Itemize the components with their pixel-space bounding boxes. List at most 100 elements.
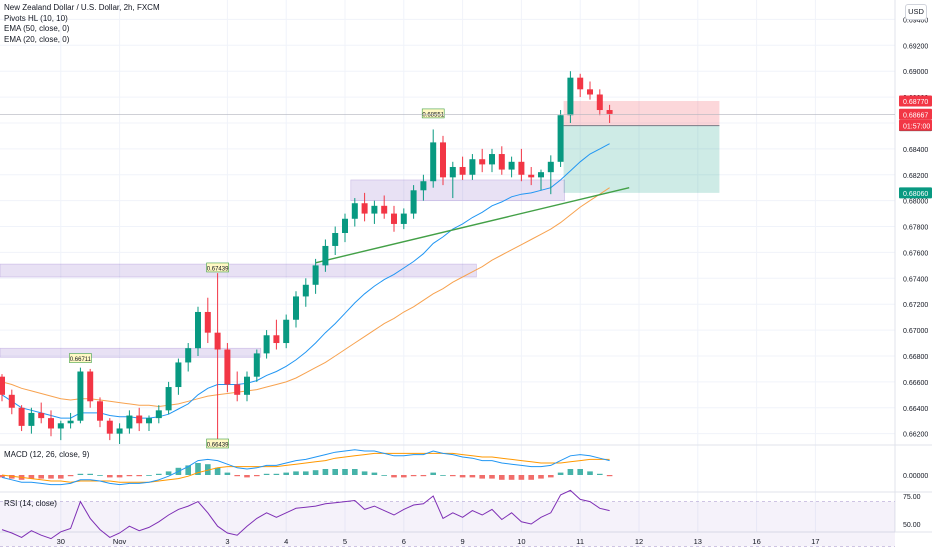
candle-body <box>106 420 113 434</box>
macd-line <box>1 449 610 486</box>
macd-histogram-bar <box>205 464 211 475</box>
candle-body <box>449 166 456 178</box>
pivot-label: 0.66711 <box>70 357 92 363</box>
price-tick-label: 0.67400 <box>903 276 928 283</box>
candle-body <box>214 332 221 350</box>
price-tick-label: 0.68000 <box>903 199 928 206</box>
macd-histogram-bar <box>450 475 456 477</box>
macd-histogram-bar <box>479 475 485 479</box>
indicator-ema50-label: EMA (50, close, 0) <box>4 24 70 33</box>
trendline-path <box>315 187 630 264</box>
macd-histogram-bar <box>312 470 319 475</box>
support-zone <box>0 347 262 358</box>
candle-body <box>322 245 329 266</box>
macd-histogram-bar <box>234 475 240 477</box>
macd-histogram-bar <box>97 475 103 476</box>
macd-histogram-bar <box>107 475 113 478</box>
candle-body <box>440 142 446 178</box>
candle-body <box>77 371 84 421</box>
trendline[interactable] <box>315 187 630 264</box>
macd-histogram-bar <box>283 472 289 475</box>
rsi-label: RSI (14, close) <box>4 499 57 508</box>
candle-body <box>371 205 378 214</box>
macd-label: MACD (12, 26, close, 9) <box>4 450 90 459</box>
macd-histogram-bar <box>430 472 436 475</box>
candle-body <box>312 265 319 285</box>
macd-histogram-bar <box>48 475 54 479</box>
macd-histogram-bar <box>548 475 554 478</box>
macd-histogram-bar <box>557 472 564 475</box>
macd-histogram-bar <box>597 473 603 475</box>
macd-axis-label: 0.00000 <box>903 473 928 480</box>
candle-body <box>469 159 476 175</box>
pivot-label-box <box>69 353 92 363</box>
candle-body <box>332 233 339 246</box>
long-position-tool[interactable] <box>563 100 720 193</box>
pivot-label-box <box>206 262 229 273</box>
time-tick-label: 9 <box>461 537 465 546</box>
macd-signal-line <box>1 452 610 483</box>
macd-histogram-bar <box>420 475 427 477</box>
candle-body <box>0 376 5 395</box>
stop-price-badge: 0.68060 <box>903 191 928 198</box>
macd-histogram-bar <box>352 469 358 475</box>
rsi-axis-label: 75.00 <box>903 494 921 501</box>
position-profit-zone <box>563 100 720 126</box>
candle-body <box>391 213 397 224</box>
time-tick-label: Nov <box>113 537 127 546</box>
candle-body <box>518 161 525 175</box>
price-tick-label: 0.69400 <box>903 17 928 24</box>
time-tick-label: 16 <box>752 537 760 546</box>
price-tick-label: 0.67600 <box>903 250 928 257</box>
candle-body <box>528 174 535 178</box>
macd-histogram-bar <box>273 473 280 475</box>
candle-body <box>38 412 45 419</box>
price-axis[interactable]: 0.694000.692000.690000.688000.686000.684… <box>899 17 932 439</box>
currency-button[interactable]: USD <box>905 4 927 20</box>
candle-body <box>165 387 172 411</box>
macd-pane: 0.00000 <box>0 449 928 486</box>
ema-50-path <box>1 187 610 408</box>
price-tick-label: 0.67800 <box>903 225 928 232</box>
macd-histogram-bar <box>146 475 152 476</box>
candle-body <box>587 89 593 95</box>
candle-body <box>18 407 25 426</box>
candle-body <box>28 412 35 426</box>
symbol-title: New Zealand Dollar / U.S. Dollar, 2h, FX… <box>4 3 160 12</box>
candle-body <box>175 362 182 388</box>
rsi-line <box>1 489 610 540</box>
price-tick-label: 0.67000 <box>903 328 928 335</box>
candle-body <box>126 415 133 429</box>
macd-histogram-bar <box>165 471 172 475</box>
macd-histogram-bar <box>58 475 64 479</box>
macd-histogram-bar <box>303 471 309 475</box>
macd-histogram-bar <box>156 473 162 475</box>
time-axis[interactable]: 30 Nov 3 4 5 6 9 10 11 12 13 16 17 <box>57 537 820 546</box>
chart-legend: New Zealand Dollar / U.S. Dollar, 2h, FX… <box>4 3 160 45</box>
candle-body <box>410 190 417 214</box>
macd-histogram-bar <box>0 475 5 478</box>
pivot-label: 0.67439 <box>207 266 229 272</box>
time-tick-label: 4 <box>284 537 288 546</box>
candlestick-series <box>0 71 613 444</box>
candle-body <box>459 166 466 175</box>
countdown-badge: 01:57:00 <box>903 123 930 130</box>
indicator-ema20-label: EMA (20, close, 0) <box>4 34 70 44</box>
candle-body <box>479 159 486 165</box>
macd-histogram-bar <box>528 475 534 480</box>
candle-body <box>116 428 123 434</box>
macd-histogram-bar <box>508 475 515 480</box>
candle-body <box>224 349 231 385</box>
candle-body <box>538 172 544 178</box>
macd-histogram-bar <box>440 475 446 476</box>
rsi-band <box>0 501 895 547</box>
time-tick-label: 17 <box>811 537 819 546</box>
candle-body <box>87 371 94 402</box>
macd-histogram-bar <box>342 469 348 475</box>
macd-histogram-bar <box>116 475 123 478</box>
candle-body <box>430 142 437 182</box>
target-price-badge-bg <box>899 95 932 107</box>
price-tick-label: 0.66400 <box>903 406 928 413</box>
candle-body <box>253 353 260 377</box>
